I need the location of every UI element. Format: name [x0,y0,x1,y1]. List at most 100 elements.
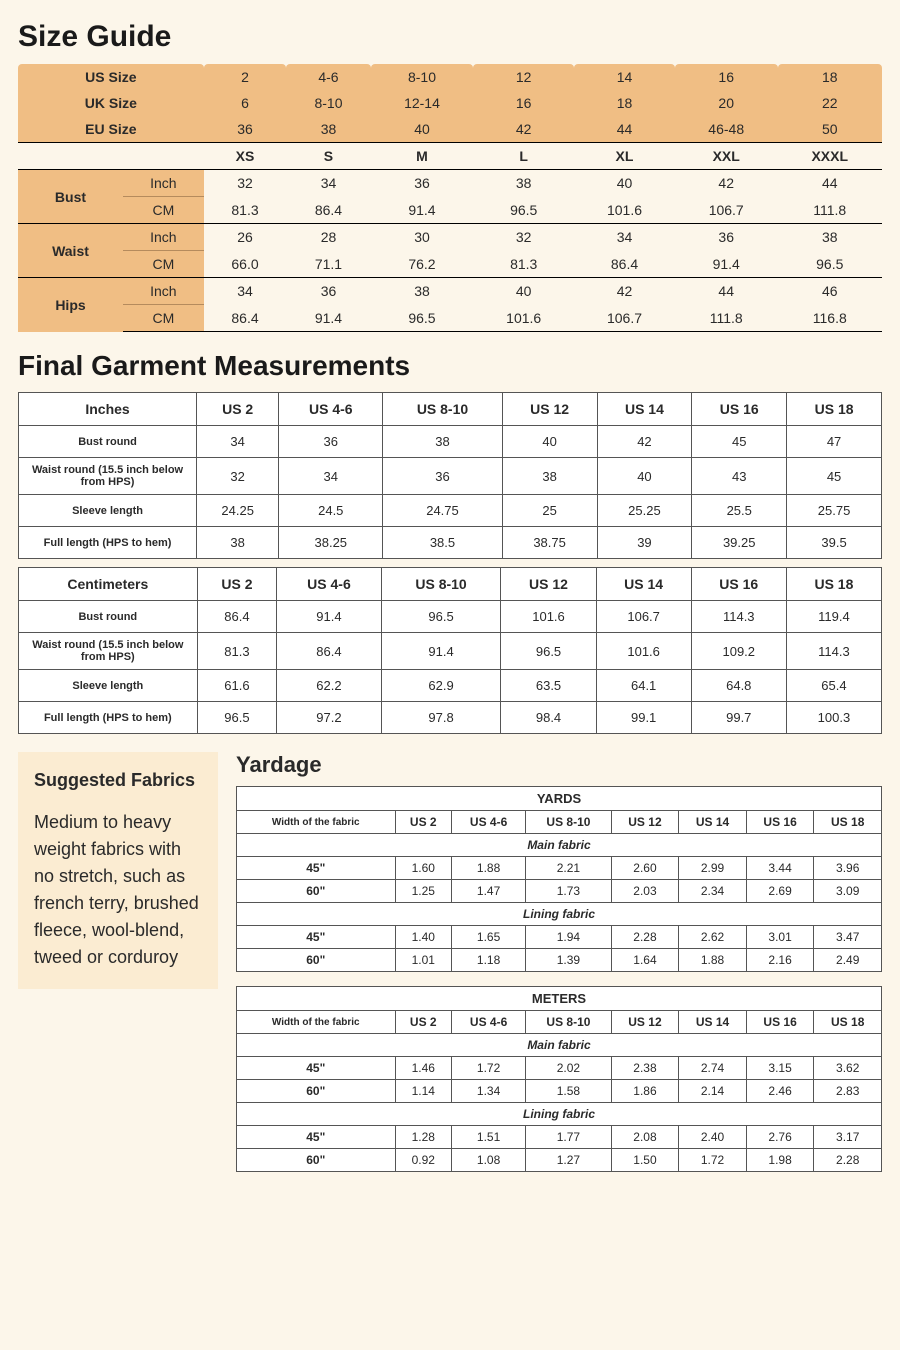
measurement-cell: 38.25 [279,527,383,559]
measurement-cell: 38.5 [383,527,502,559]
yardage-cell: 1.25 [395,880,451,903]
measurement-value: 32 [204,170,287,197]
size-system-label: EU Size [18,116,204,143]
size-header: US 2 [395,811,451,834]
size-header: US 4-6 [451,811,525,834]
measurement-value: 111.8 [778,197,882,224]
yardage-cell: 3.09 [814,880,882,903]
size-header: US 16 [691,568,786,601]
measurement-value: 38 [371,278,474,305]
size-header: US 12 [611,1011,679,1034]
size-header: US 16 [692,393,787,426]
size-header: US 14 [679,811,747,834]
size-system-value: 12-14 [371,90,474,116]
size-system-value: 36 [204,116,287,143]
yardage-cell: 0.92 [395,1149,451,1172]
suggested-fabrics-box: Suggested Fabrics Medium to heavy weight… [18,752,218,989]
letter-size: XS [204,143,287,170]
size-header: US 8-10 [381,568,501,601]
yardage-unit-header: METERS [237,987,882,1011]
measurement-cell: 32 [197,458,279,495]
measurement-cell: 38.75 [502,527,597,559]
yardage-cell: 1.40 [395,926,451,949]
yardage-cell: 1.60 [395,857,451,880]
measurement-value: 28 [286,224,370,251]
measurement-row-label: Waist round (15.5 inch below from HPS) [19,633,198,670]
measurement-cell: 101.6 [596,633,691,670]
measurement-label: Waist [18,224,123,278]
yardage-cell: 2.14 [679,1080,747,1103]
yardage-cell: 1.72 [451,1057,525,1080]
unit-label: Inch [123,170,204,197]
measurement-cell: 106.7 [596,601,691,633]
width-label: Width of the fabric [237,811,396,834]
yardage-cell: 1.46 [395,1057,451,1080]
fabric-width: 60" [237,949,396,972]
measurement-value: 86.4 [286,197,370,224]
letter-size: L [473,143,574,170]
yardage-table: METERSWidth of the fabricUS 2US 4-6US 8-… [236,986,882,1172]
measurement-value: 38 [473,170,574,197]
size-header: US 16 [746,811,814,834]
measurement-cell: 38 [197,527,279,559]
yardage-cell: 2.76 [746,1126,814,1149]
measurement-cell: 97.2 [277,702,381,734]
final-garment-table: InchesUS 2US 4-6US 8-10US 12US 14US 16US… [18,392,882,559]
yardage-cell: 1.39 [526,949,611,972]
yardage-cell: 2.03 [611,880,679,903]
yardage-cell: 2.34 [679,880,747,903]
yardage-cell: 2.62 [679,926,747,949]
measurement-cell: 86.4 [277,633,381,670]
size-system-value: 14 [574,64,675,90]
measurement-cell: 96.5 [197,702,277,734]
yardage-cell: 1.77 [526,1126,611,1149]
measurement-cell: 38 [383,426,502,458]
size-system-value: 44 [574,116,675,143]
unit-header: Centimeters [19,568,198,601]
yardage-title: Yardage [236,752,882,778]
measurement-cell: 34 [197,426,279,458]
fabric-section-header: Main fabric [237,834,882,857]
measurement-cell: 45 [787,458,882,495]
yardage-cell: 1.28 [395,1126,451,1149]
measurement-cell: 91.4 [381,633,501,670]
yardage-cell: 2.69 [746,880,814,903]
measurement-row-label: Full length (HPS to hem) [19,527,197,559]
yardage-cell: 2.16 [746,949,814,972]
letter-size: XL [574,143,675,170]
size-guide-title: Size Guide [18,20,882,54]
size-header: US 2 [395,1011,451,1034]
measurement-cell: 64.8 [691,670,786,702]
yardage-cell: 1.58 [526,1080,611,1103]
measurement-value: 86.4 [204,305,287,332]
yardage-cell: 2.46 [746,1080,814,1103]
measurement-cell: 45 [692,426,787,458]
yardage-cell: 1.72 [679,1149,747,1172]
yardage-cell: 3.47 [814,926,882,949]
yardage-cell: 2.99 [679,857,747,880]
measurement-cell: 39 [597,527,692,559]
size-header: US 4-6 [279,393,383,426]
measurement-value: 86.4 [574,251,675,278]
size-system-value: 46-48 [675,116,778,143]
final-garment-title: Final Garment Measurements [18,350,882,382]
yardage-cell: 2.08 [611,1126,679,1149]
measurement-cell: 47 [787,426,882,458]
size-system-value: 16 [675,64,778,90]
size-system-value: 8-10 [371,64,474,90]
fabric-width: 60" [237,1080,396,1103]
suggested-fabrics-body: Medium to heavy weight fabrics with no s… [34,809,202,971]
measurement-value: 101.6 [473,305,574,332]
measurement-value: 96.5 [371,305,474,332]
unit-label: CM [123,197,204,224]
size-system-value: 42 [473,116,574,143]
measurement-cell: 61.6 [197,670,277,702]
fabric-section-header: Lining fabric [237,903,882,926]
measurement-cell: 39.25 [692,527,787,559]
measurement-cell: 86.4 [197,601,277,633]
size-header: US 18 [786,568,881,601]
size-header: US 14 [597,393,692,426]
measurement-value: 34 [574,224,675,251]
measurement-value: 36 [675,224,778,251]
yardage-cell: 1.94 [526,926,611,949]
